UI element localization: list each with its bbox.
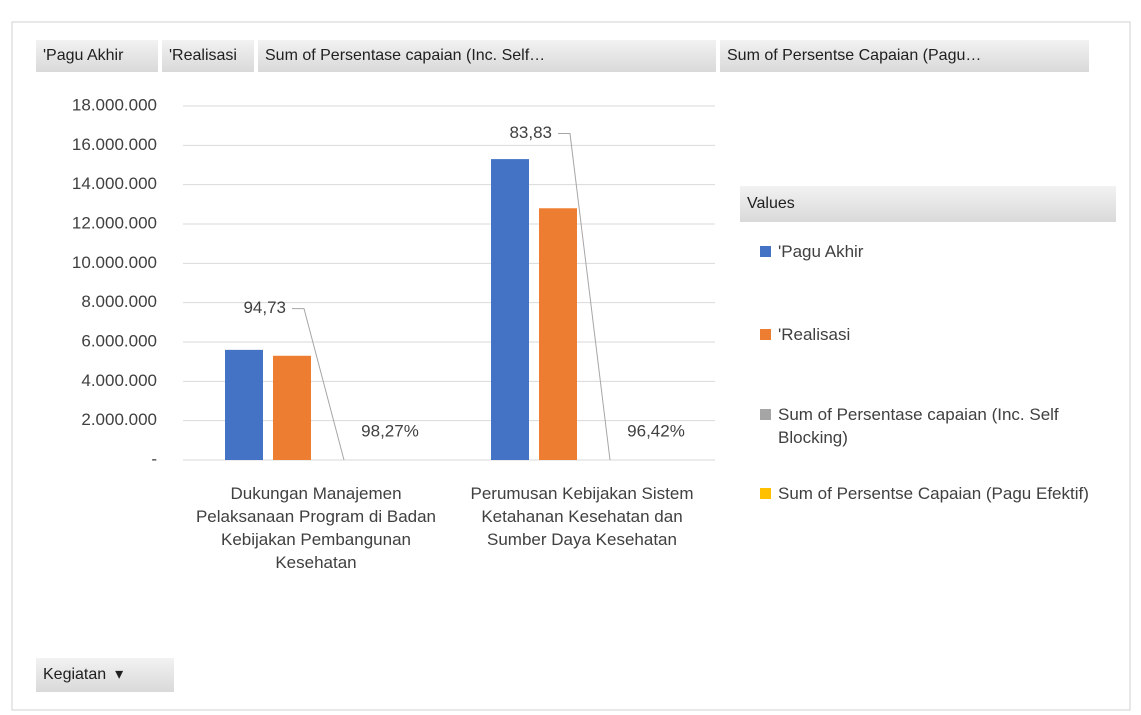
y-tick-label: - [151, 449, 157, 468]
bar [491, 159, 529, 460]
leader-line [558, 133, 611, 461]
legend-swatch [760, 246, 771, 257]
legend-swatch [760, 488, 771, 499]
legend-title: Values [740, 186, 1116, 222]
legend-entry: Sum of Persentase capaian (Inc. Self Blo… [778, 405, 1059, 447]
axis-field-label: Kegiatan [43, 666, 107, 683]
legend-entry: 'Pagu Akhir [778, 242, 864, 261]
chart-border [11, 21, 1131, 711]
y-tick-label: 14.000.000 [72, 174, 157, 193]
bar [225, 349, 263, 460]
y-tick-label: 18.000.000 [72, 95, 157, 114]
legend-swatch [760, 329, 771, 340]
field-button[interactable]: Sum of Persentse Capaian (Pagu… [720, 40, 1089, 72]
field-button[interactable]: 'Realisasi [162, 40, 254, 72]
axis-field-button[interactable]: Kegiatan ▾ [36, 658, 174, 692]
data-label: 94,73 [243, 298, 286, 317]
x-tick-label: Perumusan Kebijakan Sistem Ketahanan Kes… [470, 484, 694, 549]
data-label: 98,27% [361, 421, 419, 440]
y-tick-label: 12.000.000 [72, 213, 157, 232]
legend-swatch [760, 409, 771, 420]
y-tick-label: 10.000.000 [72, 253, 157, 272]
y-tick-label: 16.000.000 [72, 135, 157, 154]
y-tick-label: 8.000.000 [81, 292, 157, 311]
bar [539, 208, 577, 460]
bar [273, 355, 311, 460]
y-tick-label: 4.000.000 [81, 371, 157, 390]
data-label: 96,42% [627, 421, 685, 440]
field-button[interactable]: Sum of Persentase capaian (Inc. Self… [258, 40, 716, 72]
field-button[interactable]: 'Pagu Akhir [36, 40, 158, 72]
y-tick-label: 2.000.000 [81, 410, 157, 429]
leader-line [292, 308, 345, 461]
legend-entry: 'Realisasi [778, 325, 851, 344]
y-tick-label: 6.000.000 [81, 331, 157, 350]
x-tick-label: Dukungan Manajemen Pelaksanaan Program d… [195, 484, 437, 572]
legend-entry: Sum of Persentse Capaian (Pagu Efektif) [778, 484, 1089, 503]
data-label: 83,83 [509, 123, 552, 142]
